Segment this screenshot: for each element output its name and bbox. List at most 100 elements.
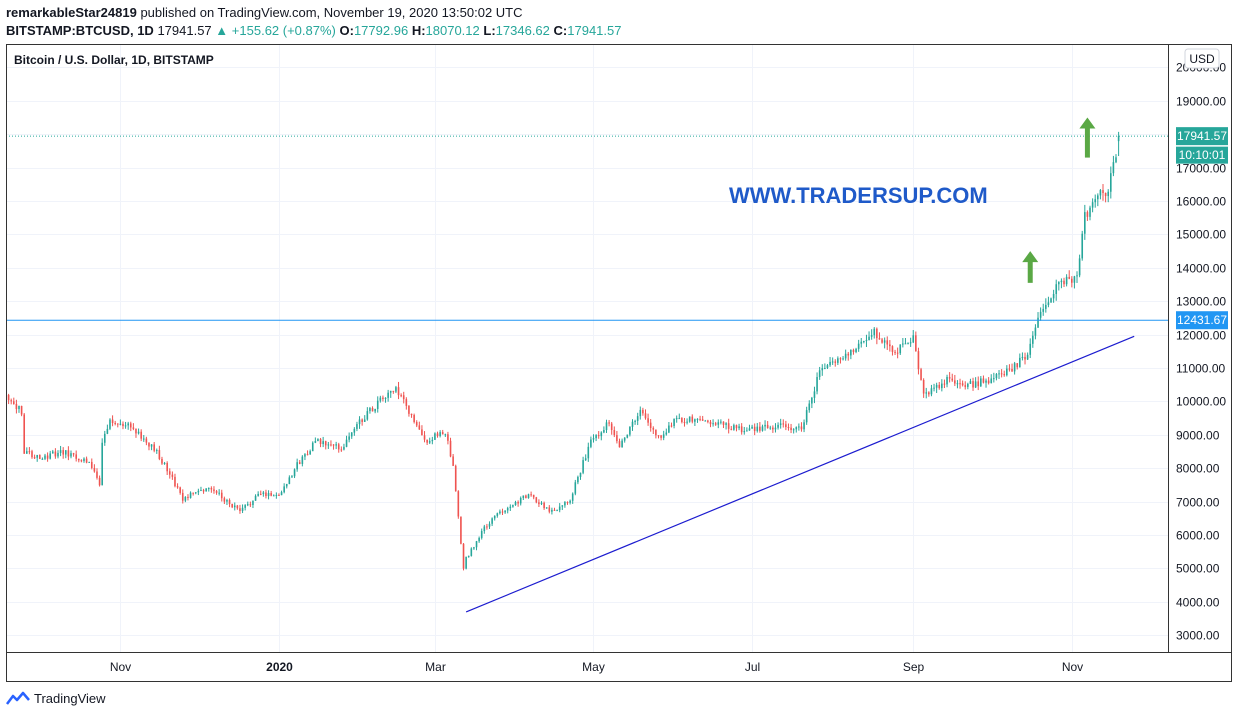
candle-down <box>161 456 163 465</box>
candle-body <box>868 336 870 341</box>
candle-down <box>1008 364 1011 372</box>
candle-up <box>704 419 707 422</box>
candle-down <box>553 507 556 511</box>
candle-down <box>382 395 384 402</box>
candle-up <box>907 342 909 345</box>
tradingview-brand[interactable]: TradingView <box>34 690 106 706</box>
candle-body <box>522 495 525 498</box>
candle-body <box>252 500 254 506</box>
candle-up <box>844 349 847 361</box>
candle-body <box>709 421 712 425</box>
candle-body <box>681 418 683 423</box>
candle-up <box>36 454 39 462</box>
candle-down <box>436 431 439 438</box>
candle-down <box>96 468 98 480</box>
x-axis-labels: Nov 2020 Mar May Jul Sep Nov <box>110 660 1083 674</box>
candle-body <box>465 556 467 569</box>
drawings[interactable] <box>6 117 1168 613</box>
candle-up <box>301 455 304 467</box>
chart-frame[interactable]: 3000.00 4000.00 5000.00 6000.00 7000.00 8000.… <box>5 44 1232 682</box>
candle-up <box>428 437 431 445</box>
candle-body <box>304 454 306 457</box>
candle-up <box>288 475 291 485</box>
candle-body <box>743 431 746 433</box>
candle-body <box>933 387 935 389</box>
candle-up <box>345 435 348 448</box>
candle-body <box>556 510 558 512</box>
candle-down <box>23 412 26 454</box>
candle-body <box>335 444 337 446</box>
candle-down <box>220 489 223 502</box>
currency-button[interactable]: USD <box>1184 48 1220 69</box>
candle-body <box>1060 280 1063 283</box>
candle-down <box>938 381 941 390</box>
candle-up <box>488 521 491 529</box>
candle-up <box>478 536 480 543</box>
candle-body <box>88 461 90 463</box>
close-label: C: <box>553 23 568 38</box>
candle-down <box>1000 369 1003 378</box>
candle-up <box>504 510 506 514</box>
candle-body <box>980 378 982 387</box>
candle-up <box>909 337 912 347</box>
candle-body <box>714 423 717 425</box>
candle-down <box>7 393 10 405</box>
candle-body <box>543 502 545 509</box>
candle-up <box>317 438 319 442</box>
candle-body <box>738 426 740 429</box>
candle-body <box>1115 157 1117 163</box>
candle-body <box>610 423 613 430</box>
candle-body <box>288 477 291 484</box>
candle-body <box>174 476 176 487</box>
candle-body <box>839 358 842 360</box>
candle-down <box>402 391 405 404</box>
candle-up <box>119 419 122 426</box>
candle-body <box>285 483 288 487</box>
candle-up <box>233 502 236 511</box>
candle-body <box>473 547 475 549</box>
candle-up <box>738 423 740 431</box>
candle-up <box>506 506 509 514</box>
candle-body <box>408 405 410 414</box>
candle-down <box>397 381 400 400</box>
candle-up <box>480 528 483 540</box>
candle-down <box>12 397 15 405</box>
candle-body <box>491 518 493 524</box>
candle-up <box>941 379 943 392</box>
candle-body <box>673 418 675 426</box>
candle-up <box>374 408 376 414</box>
candle-up <box>813 386 816 404</box>
candle-down <box>766 421 769 429</box>
author-name[interactable]: remarkableStar24819 <box>6 5 137 20</box>
candle-up <box>467 555 470 558</box>
candle-up <box>184 496 187 503</box>
candle-up <box>1073 275 1076 289</box>
candle-body <box>428 441 431 443</box>
candle-down <box>730 425 733 431</box>
y-tick-label: 12000.00 <box>1176 329 1226 343</box>
candle-body <box>678 418 681 420</box>
symbol-label[interactable]: BITSTAMP:BTCUSD, 1D <box>6 23 154 38</box>
candle-body <box>83 458 85 462</box>
candle-up <box>1021 352 1024 361</box>
candle-body <box>1047 302 1050 305</box>
candle-up <box>673 418 675 429</box>
candle-up <box>574 479 577 496</box>
candle-down <box>566 501 569 505</box>
candle-down <box>93 464 96 473</box>
last-price-tag: 17941.57 <box>1176 127 1228 146</box>
candle-down <box>85 456 88 464</box>
candle-body <box>127 423 129 426</box>
candle-down <box>340 446 343 452</box>
candle-down <box>15 399 18 414</box>
price-chart[interactable]: 3000.00 4000.00 5000.00 6000.00 7000.00 8000.… <box>5 44 1232 682</box>
candle-body <box>766 424 769 429</box>
candle-up <box>595 434 597 442</box>
candle-body <box>441 432 444 435</box>
candle-body <box>579 472 582 477</box>
candle-body <box>907 343 909 345</box>
candle-up <box>798 423 800 431</box>
candle-up <box>197 488 200 496</box>
candle-body <box>886 340 889 345</box>
candle-up <box>311 441 314 452</box>
